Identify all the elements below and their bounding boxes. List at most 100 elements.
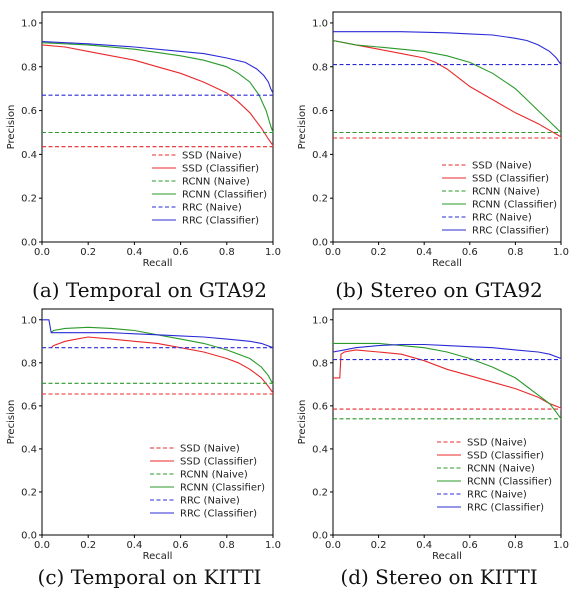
x-tick-label: 0.8 — [507, 247, 523, 258]
y-tick-label: 0.6 — [312, 401, 328, 412]
y-tick-label: 1.0 — [312, 18, 328, 29]
x-tick-label: 1.0 — [265, 247, 281, 258]
series-line-rrc-classifier — [332, 343, 562, 360]
y-tick-label: 0.4 — [21, 150, 37, 161]
y-axis-label: Precision — [6, 400, 17, 445]
series-line-rcnn-classifier — [41, 42, 274, 133]
series-line-rcnn-classifier — [332, 39, 562, 133]
legend-label: RCNN (Classifier) — [472, 200, 557, 211]
panel-caption: (a) Temporal on GTA92 — [32, 278, 267, 302]
x-tick-label: 0.0 — [34, 540, 50, 551]
legend: SSD (Naive) SSD (Classifier) RCNN (Naive) R… — [152, 151, 267, 227]
y-tick-label: 0.4 — [312, 150, 328, 161]
series-line-rcnn-classifier — [50, 326, 274, 385]
chart-panel-1: 0.0 0.2 0.4 0.6 0.8 1.0 0.0 0.2 0.4 0.6 0.8 1.0 Reca… — [6, 11, 281, 302]
legend: SSD (Naive) SSD (Classifier) RCNN (Naive) R… — [437, 438, 552, 514]
chart-panel-3: 0.0 0.2 0.4 0.6 0.8 1.0 0.0 0.2 0.4 0.6 0.8 1.0 Reca… — [6, 308, 281, 589]
y-tick-label: 0.8 — [312, 62, 328, 73]
legend: SSD (Naive) SSD (Classifier) RCNN (Naive) R… — [150, 444, 265, 520]
y-tick-label: 1.0 — [312, 315, 328, 326]
y-tick-label: 0.6 — [21, 401, 37, 412]
plot-frame — [332, 308, 562, 536]
x-tick-label: 0.8 — [507, 540, 523, 551]
series-line-ssd-classifier — [332, 39, 562, 138]
legend-label: SSD (Naive) — [182, 151, 242, 162]
x-tick-label: 0.6 — [462, 247, 478, 258]
y-tick-label: 0.2 — [312, 194, 328, 205]
series-line-rcnn-classifier — [333, 342, 562, 420]
series-line-ssd-classifier — [333, 349, 562, 409]
y-tick-label: 0.0 — [21, 238, 37, 249]
legend-label: SSD (Classifier) — [180, 457, 257, 468]
x-tick-label: 0.4 — [416, 247, 432, 258]
x-tick-label: 0.2 — [371, 247, 387, 258]
chart-panel-2: 0.0 0.2 0.4 0.6 0.8 1.0 0.0 0.2 0.4 0.6 0.8 1.0 Reca… — [297, 11, 569, 302]
y-axis-label: Precision — [297, 105, 308, 150]
legend-label: RCNN (Classifier) — [467, 477, 552, 488]
y-tick-label: 0.6 — [312, 106, 328, 117]
series-line-rrc-classifier — [41, 41, 274, 94]
legend-label: RRC (Naive) — [472, 213, 532, 224]
x-tick-label: 0.6 — [173, 247, 189, 258]
legend-label: SSD (Classifier) — [182, 164, 259, 175]
legend-label: RRC (Naive) — [180, 496, 240, 507]
legend-label: RRC (Naive) — [467, 490, 527, 501]
x-tick-label: 0.8 — [219, 540, 235, 551]
y-axis-label: Precision — [6, 105, 17, 150]
x-tick-label: 1.0 — [265, 540, 281, 551]
y-tick-label: 0.8 — [21, 358, 37, 369]
series-line-ssd-classifier — [50, 336, 274, 394]
legend-label: RCNN (Naive) — [467, 464, 535, 475]
y-tick-label: 1.0 — [21, 18, 37, 29]
legend-label: SSD (Classifier) — [472, 174, 549, 185]
x-tick-label: 0.6 — [173, 540, 189, 551]
legend-label: RCNN (Naive) — [182, 177, 250, 188]
plot-frame — [41, 11, 274, 243]
x-tick-label: 1.0 — [553, 247, 569, 258]
x-tick-label: 0.0 — [34, 247, 50, 258]
x-axis-label: Recall — [432, 551, 462, 562]
legend: SSD (Naive) SSD (Classifier) RCNN (Naive) R… — [442, 161, 557, 237]
x-tick-label: 0.2 — [371, 540, 387, 551]
x-tick-label: 0.2 — [80, 540, 96, 551]
y-tick-label: 0.2 — [21, 487, 37, 498]
x-tick-label: 0.0 — [325, 540, 341, 551]
y-tick-label: 0.6 — [21, 106, 37, 117]
legend-label: RCNN (Classifier) — [180, 483, 265, 494]
x-axis-label: Recall — [143, 258, 173, 269]
legend-label: SSD (Naive) — [472, 161, 532, 172]
legend-label: SSD (Classifier) — [467, 451, 544, 462]
series-line-rrc-classifier — [42, 319, 274, 349]
series-line-rrc-classifier — [333, 31, 562, 65]
legend-label: RCNN (Naive) — [180, 470, 248, 481]
x-tick-label: 0.4 — [126, 247, 142, 258]
x-tick-label: 1.0 — [553, 540, 569, 551]
x-tick-label: 0.4 — [126, 540, 142, 551]
y-tick-label: 0.2 — [312, 487, 328, 498]
y-tick-label: 0.0 — [312, 238, 328, 249]
legend-label: RRC (Classifier) — [472, 226, 549, 237]
series-line-ssd-classifier — [41, 44, 274, 146]
legend-label: RCNN (Naive) — [472, 187, 540, 198]
panel-caption: (b) Stereo on GTA92 — [335, 278, 543, 302]
x-tick-label: 0.6 — [462, 540, 478, 551]
legend-label: RRC (Classifier) — [467, 503, 544, 514]
x-axis-label: Recall — [432, 258, 462, 269]
y-tick-label: 1.0 — [21, 315, 37, 326]
legend-label: RRC (Classifier) — [182, 216, 259, 227]
plot-frame — [41, 308, 274, 536]
y-axis-label: Precision — [297, 400, 308, 445]
legend-label: RRC (Naive) — [182, 203, 242, 214]
legend-label: RCNN (Classifier) — [182, 190, 267, 201]
x-tick-label: 0.4 — [416, 540, 432, 551]
y-tick-label: 0.4 — [312, 444, 328, 455]
y-tick-label: 0.0 — [312, 531, 328, 542]
panel-caption: (c) Temporal on KITTI — [38, 565, 262, 589]
panel-caption: (d) Stereo on KITTI — [340, 565, 537, 589]
x-tick-label: 0.8 — [219, 247, 235, 258]
legend-label: SSD (Naive) — [467, 438, 527, 449]
y-tick-label: 0.4 — [21, 444, 37, 455]
legend-label: SSD (Naive) — [180, 444, 240, 455]
y-tick-label: 0.0 — [21, 531, 37, 542]
